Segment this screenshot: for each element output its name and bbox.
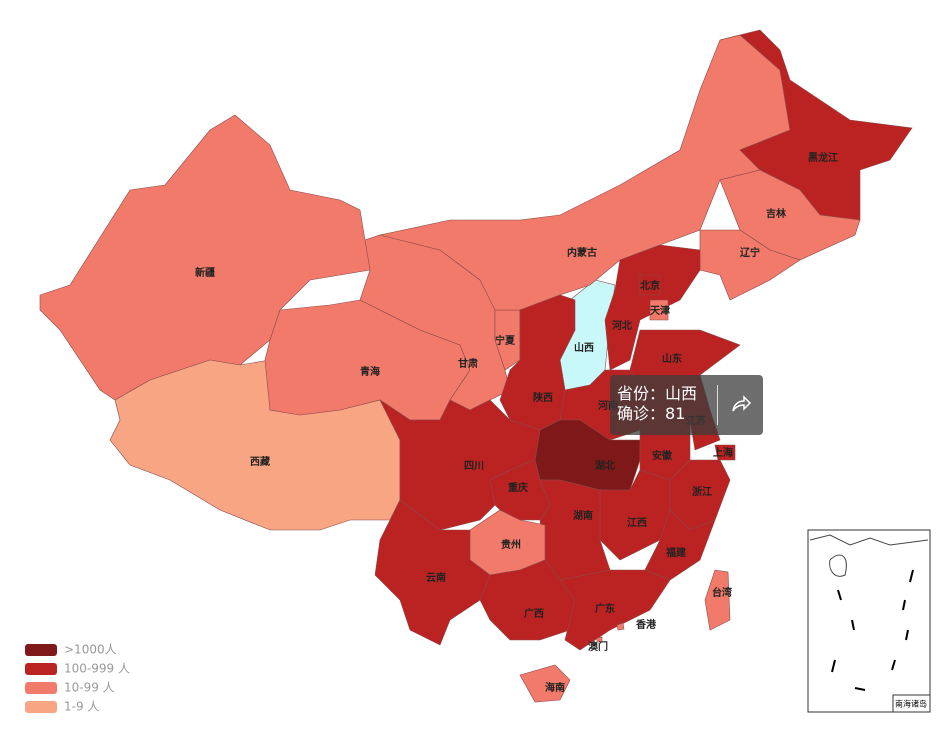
province-label: 澳门 — [588, 640, 608, 653]
province[interactable] — [719, 169, 861, 261]
province[interactable] — [559, 569, 671, 651]
province[interactable] — [596, 636, 603, 643]
province[interactable] — [714, 444, 736, 461]
province-label: 江西 — [627, 516, 647, 529]
province-label: 天津 — [650, 304, 670, 317]
province-label: 甘肃 — [458, 357, 478, 370]
province-label: 黑龙江 — [808, 151, 838, 164]
province[interactable] — [704, 569, 731, 631]
province-label: 广东 — [595, 602, 615, 615]
inset-label: 南海诸岛 — [895, 699, 927, 709]
province[interactable] — [39, 114, 381, 401]
province[interactable] — [616, 622, 625, 631]
province[interactable] — [539, 479, 611, 581]
province[interactable] — [519, 664, 571, 703]
province-label: 湖北 — [595, 459, 615, 472]
tooltip-line: 省份：山西 — [617, 384, 698, 403]
province[interactable] — [374, 499, 491, 646]
province-label: 山西 — [574, 341, 594, 354]
province-label: 重庆 — [508, 481, 528, 494]
province-label: 海南 — [545, 681, 565, 694]
province-label: 广西 — [524, 607, 544, 620]
province-label: 陕西 — [533, 391, 553, 404]
province-label: 贵州 — [501, 538, 521, 551]
legend: >1000人 100-999 人 10-99 人 1-9 人 — [25, 643, 130, 714]
tooltip: 省份：山西 确诊：81 — [610, 375, 763, 435]
province-label: 湖南 — [573, 509, 593, 522]
province-label: 辽宁 — [740, 246, 760, 259]
inset-dashes — [831, 569, 914, 691]
province-label: 四川 — [464, 460, 484, 472]
legend-label[interactable]: >1000人 — [64, 643, 117, 657]
inset-label-box — [892, 694, 931, 713]
province-label: 山东 — [662, 352, 682, 365]
province-label: 上海 — [713, 446, 733, 459]
legend-swatch[interactable] — [25, 663, 57, 675]
province-label: 吉林 — [766, 207, 787, 220]
province-label: 云南 — [426, 571, 446, 584]
province-label: 安徽 — [652, 449, 673, 462]
province-label: 西藏 — [250, 455, 270, 468]
legend-swatch[interactable] — [25, 682, 57, 694]
province-label: 香港 — [636, 618, 657, 631]
province-label: 河北 — [612, 319, 632, 332]
province-labels: 新疆西藏青海甘肃宁夏山西内蒙古黑龙江吉林辽宁河北北京天津山东陕西河南湖北安徽江苏… — [195, 151, 838, 694]
province-label: 浙江 — [692, 485, 712, 498]
legend-label[interactable]: 10-99 人 — [64, 681, 115, 695]
legend-label[interactable]: 1-9 人 — [64, 700, 99, 714]
province[interactable] — [639, 274, 661, 296]
inset-frame — [807, 529, 931, 713]
legend-swatch[interactable] — [25, 644, 57, 656]
province-label: 福建 — [665, 546, 687, 559]
province-label: 宁夏 — [495, 334, 516, 347]
inset-coast — [809, 534, 929, 577]
legend-label[interactable]: 100-999 人 — [64, 662, 130, 676]
province-label: 内蒙古 — [567, 246, 597, 259]
province-label: 北京 — [640, 279, 660, 292]
legend-swatch[interactable] — [25, 701, 57, 713]
province-label: 台湾 — [712, 586, 732, 599]
province-label: 新疆 — [195, 266, 215, 279]
tooltip-line: 确诊：81 — [617, 404, 686, 423]
province[interactable] — [699, 229, 801, 301]
share-icon[interactable] — [730, 393, 752, 415]
inset: 南海诸岛 — [807, 529, 931, 713]
province[interactable] — [649, 299, 669, 321]
provinces — [39, 29, 913, 703]
tooltip-divider — [717, 385, 718, 425]
province-label: 青海 — [360, 365, 380, 378]
